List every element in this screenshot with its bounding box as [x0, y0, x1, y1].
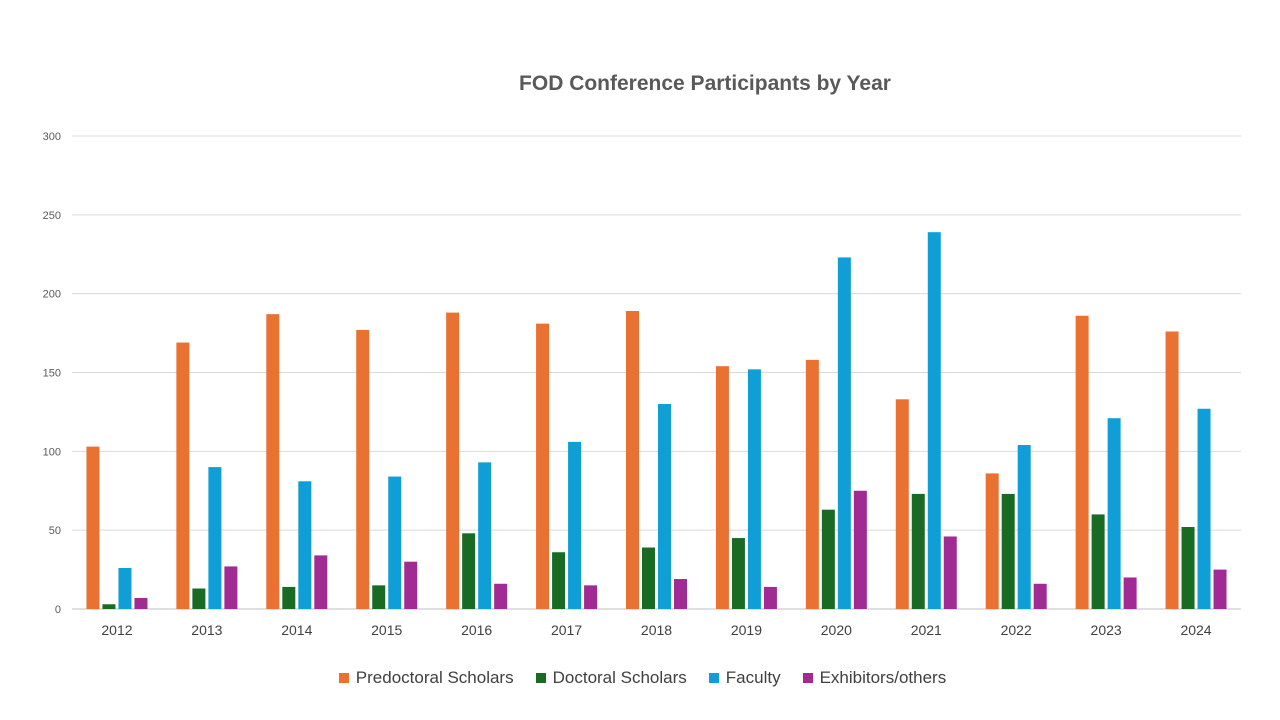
bar-predoctoral-scholars-2024 [1165, 331, 1179, 609]
bar-exhibitors-others-2018 [674, 579, 687, 609]
bar-faculty-2015 [388, 476, 402, 609]
x-tick-label: 2021 [911, 622, 942, 638]
bar-predoctoral-scholars-2021 [895, 399, 909, 609]
legend-swatch-exhibitors [802, 673, 813, 683]
bar-exhibitors-others-2012 [134, 597, 148, 609]
y-tick-label: 50 [49, 525, 61, 537]
bar-exhibitors-others-2022 [1033, 583, 1047, 609]
bar-faculty-2016 [478, 462, 492, 609]
bar-predoctoral-scholars-2016 [446, 312, 460, 609]
bar-predoctoral-scholars-2017 [536, 323, 550, 609]
bar-doctoral-scholars-2023 [1091, 514, 1105, 609]
chart-legend: Predoctoral Scholars Doctoral Scholars F… [0, 668, 1280, 688]
bar-predoctoral-scholars-2015 [356, 329, 370, 609]
legend-label-doctoral: Doctoral Scholars [552, 668, 687, 687]
bar-exhibitors-others-2024 [1213, 569, 1227, 609]
y-tick-label: 0 [55, 604, 61, 616]
bar-doctoral-scholars-2021 [911, 493, 925, 609]
y-tick-label: 300 [43, 131, 61, 143]
x-tick-label: 2018 [641, 622, 672, 638]
bar-doctoral-scholars-2012 [102, 604, 116, 609]
bar-exhibitors-others-2015 [404, 561, 418, 609]
bar-doctoral-scholars-2017 [552, 552, 566, 609]
bar-faculty-2024 [1197, 408, 1211, 609]
bar-faculty-2013 [208, 467, 222, 609]
bar-faculty-2021 [927, 232, 941, 609]
bar-exhibitors-others-2020 [853, 490, 867, 609]
x-tick-label: 2013 [191, 622, 222, 638]
bar-predoctoral-scholars-2013 [176, 342, 190, 609]
bar-exhibitors-others-2023 [1123, 577, 1137, 609]
chart-title: FOD Conference Participants by Year [519, 72, 891, 95]
x-tick-label: 2012 [101, 622, 132, 638]
bar-predoctoral-scholars-2022 [985, 473, 999, 609]
y-tick-label: 200 [43, 289, 61, 301]
bar-exhibitors-others-2013 [224, 566, 238, 609]
bar-predoctoral-scholars-2014 [266, 314, 280, 609]
legend-swatch-doctoral [535, 673, 546, 683]
bar-exhibitors-others-2021 [943, 536, 957, 609]
y-tick-label: 250 [43, 210, 61, 222]
x-tick-label: 2020 [821, 622, 852, 638]
legend-item-exhibitors[interactable]: Exhibitors/others [802, 668, 947, 688]
x-tick-label: 2022 [1001, 622, 1032, 638]
bar-faculty-2019 [747, 369, 761, 609]
bar-exhibitors-others-2014 [314, 555, 328, 609]
legend-label-exhibitors: Exhibitors/others [819, 668, 947, 687]
x-tick-label: 2023 [1091, 622, 1122, 638]
bar-exhibitors-others-2017 [584, 585, 598, 609]
bar-faculty-2020 [837, 257, 851, 609]
legend-label-faculty: Faculty [725, 668, 781, 687]
bar-predoctoral-scholars-2020 [805, 359, 819, 609]
y-tick-label: 150 [43, 368, 61, 380]
bar-doctoral-scholars-2014 [282, 586, 296, 609]
bar-exhibitors-others-2016 [494, 583, 508, 609]
bar-predoctoral-scholars-2023 [1075, 315, 1089, 609]
bar-predoctoral-scholars-2012 [86, 446, 100, 609]
legend-item-faculty[interactable]: Faculty [708, 668, 781, 688]
bar-doctoral-scholars-2019 [731, 538, 745, 609]
bar-doctoral-scholars-2016 [462, 533, 476, 609]
bar-faculty-2014 [298, 481, 312, 609]
bar-doctoral-scholars-2022 [1001, 493, 1015, 609]
x-tick-label: 2015 [371, 622, 402, 638]
bar-faculty-2017 [568, 441, 582, 609]
bar-doctoral-scholars-2018 [642, 547, 655, 609]
bar-faculty-2023 [1107, 418, 1121, 609]
legend-swatch-predoctoral [338, 673, 349, 683]
y-tick-label: 100 [43, 446, 61, 458]
bar-exhibitors-others-2019 [763, 586, 777, 609]
bar-doctoral-scholars-2015 [372, 585, 386, 609]
bar-doctoral-scholars-2013 [192, 588, 206, 609]
bar-doctoral-scholars-2020 [821, 509, 835, 609]
legend-swatch-faculty [708, 673, 719, 683]
bar-predoctoral-scholars-2019 [715, 366, 729, 609]
x-tick-label: 2019 [731, 622, 762, 638]
x-tick-label: 2014 [281, 622, 312, 638]
x-tick-label: 2024 [1180, 622, 1211, 638]
legend-label-predoctoral: Predoctoral Scholars [355, 668, 514, 687]
bar-faculty-2022 [1017, 445, 1031, 609]
x-tick-label: 2017 [551, 622, 582, 638]
bar-faculty-2012 [118, 568, 132, 609]
bar-predoctoral-scholars-2018 [626, 311, 639, 609]
x-tick-label: 2016 [461, 622, 492, 638]
legend-item-predoctoral[interactable]: Predoctoral Scholars [338, 668, 514, 688]
legend-item-doctoral[interactable]: Doctoral Scholars [535, 668, 687, 688]
bar-doctoral-scholars-2024 [1181, 527, 1195, 609]
bar-faculty-2018 [658, 404, 671, 609]
